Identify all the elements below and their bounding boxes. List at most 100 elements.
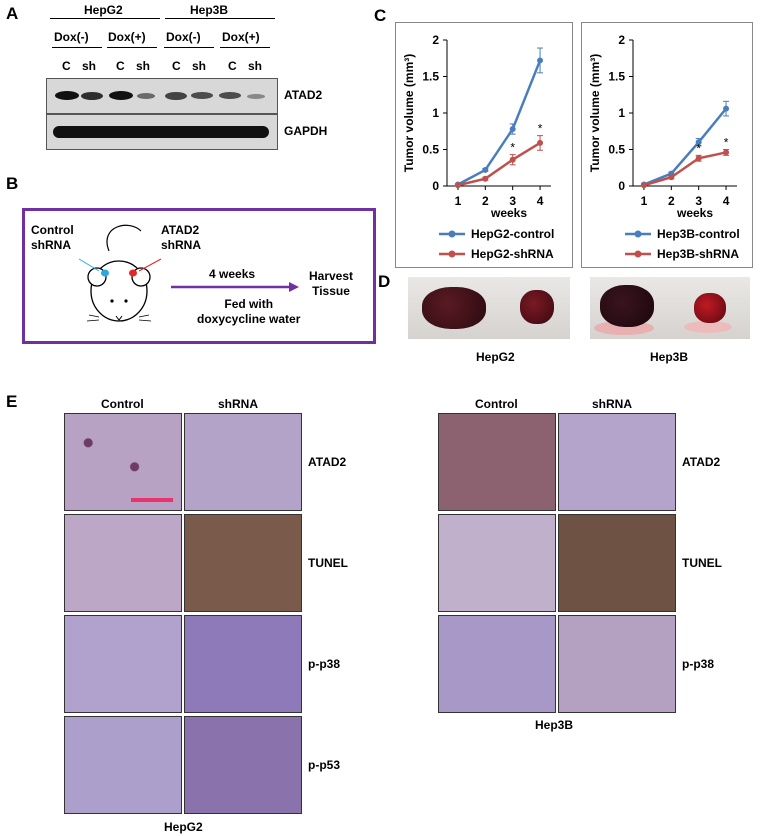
stain-label: p-p38 — [682, 657, 715, 671]
stain-label: ATAD2 — [308, 455, 347, 469]
stain-label: p-p38 — [308, 657, 341, 671]
ihc-image-hepg2-shrna-atad2 — [184, 413, 302, 511]
dox-label: Dox(-) — [54, 30, 89, 44]
stain-label: ATAD2 — [682, 455, 721, 469]
treatment-label: Fed with doxycycline water — [197, 297, 301, 326]
lane-label: C — [228, 59, 237, 73]
chart-frame-hep3b — [581, 22, 753, 268]
series-line — [643, 151, 727, 187]
tumor-volume-chart-hep3b: 0 0.5 1 1.5 2 1 2 3 4 weeks Tumor volume (mm³) * * He… — [588, 33, 740, 261]
y-axis-label: Tumor volume (mm³) — [402, 54, 416, 172]
lane-label: C — [172, 59, 181, 73]
y-tick-label: 1 — [432, 106, 439, 120]
x-tick-label: 1 — [641, 194, 648, 208]
stain-label: TUNEL — [308, 556, 348, 570]
lane-label: sh — [136, 59, 151, 73]
x-tick-label: 1 — [455, 194, 462, 208]
outcome-label: Harvest Tissue — [309, 269, 354, 298]
x-tick-label: 3 — [509, 194, 516, 208]
tumor-photo-hepg2 — [408, 277, 570, 339]
stain-label: TUNEL — [682, 556, 722, 570]
ihc-image-hepg2-shrna-pp38 — [184, 615, 302, 713]
tumor-photo-caption: HepG2 — [476, 350, 515, 364]
y-tick-label: 0 — [432, 179, 439, 193]
legend-marker — [448, 250, 456, 258]
control-shrna-label: Control shRNA — [31, 223, 74, 252]
western-blot-gapdh — [46, 114, 278, 150]
series-line — [457, 59, 542, 186]
significance-marker: * — [696, 141, 701, 155]
panel-b-letter: B — [6, 174, 19, 193]
significance-marker: * — [538, 122, 543, 136]
dox-label: Dox(-) — [166, 30, 201, 44]
column-header: shRNA — [592, 397, 633, 411]
divider — [164, 47, 214, 48]
dox-label: Dox(+) — [222, 30, 260, 44]
data-point — [482, 175, 489, 182]
divider — [52, 47, 102, 48]
x-axis-label: weeks — [490, 206, 527, 220]
divider — [50, 18, 160, 19]
tumor-photo-hep3b — [590, 277, 750, 339]
ihc-image-hep3b-shrna-pp38 — [558, 615, 676, 713]
data-point — [454, 182, 461, 189]
ihc-image-hepg2-shrna-pp53 — [184, 716, 302, 814]
ihc-image-hepg2-control-pp38 — [64, 615, 182, 713]
scale-bar — [131, 498, 173, 502]
ihc-image-hepg2-control-tunel — [64, 514, 182, 612]
panel-e-caption: Hep3B — [535, 718, 574, 732]
y-tick-label: 1.5 — [422, 70, 439, 84]
y-tick-label: 0.5 — [608, 143, 625, 157]
significance-marker: * — [724, 136, 729, 150]
legend-label: HepG2-control — [471, 227, 554, 241]
divider — [165, 18, 275, 19]
column-header: shRNA — [218, 397, 259, 411]
data-point — [537, 139, 544, 146]
x-tick-label: 2 — [482, 194, 489, 208]
arrow-icon — [171, 282, 299, 292]
column-header: Control — [475, 397, 518, 411]
cell-line-label: HepG2 — [84, 3, 123, 17]
x-tick-label: 2 — [668, 194, 675, 208]
ihc-image-hep3b-control-tunel — [438, 514, 556, 612]
ihc-image-hepg2-control-atad2 — [64, 413, 182, 511]
data-point — [723, 149, 730, 156]
dox-label: Dox(+) — [108, 30, 146, 44]
data-point — [482, 166, 489, 173]
significance-marker: * — [510, 141, 515, 155]
data-point — [695, 139, 702, 146]
column-header: Control — [101, 397, 144, 411]
data-point — [509, 156, 516, 163]
data-point — [537, 57, 544, 64]
y-tick-label: 1 — [618, 106, 625, 120]
legend-marker — [634, 230, 642, 238]
tumor-volume-chart-hepg2: 0 0.5 1 1.5 2 1 2 3 4 weeks Tumor volume (mm³) * * He… — [402, 33, 554, 261]
x-tick-label: 4 — [537, 194, 544, 208]
ihc-image-hepg2-control-pp53 — [64, 716, 182, 814]
lane-label: sh — [248, 59, 263, 73]
legend-marker — [448, 230, 456, 238]
lane-label: sh — [82, 59, 97, 73]
chart-frame-hepg2 — [395, 22, 573, 268]
ihc-image-hepg2-shrna-tunel — [184, 514, 302, 612]
lane-label: sh — [192, 59, 207, 73]
duration-label: 4 weeks — [209, 267, 256, 281]
legend-label: Hep3B-shRNA — [657, 247, 739, 261]
data-point — [640, 182, 647, 189]
y-tick-label: 0.5 — [422, 143, 439, 157]
panel-a-letter: A — [6, 4, 19, 23]
panel-d-letter: D — [378, 272, 391, 291]
data-point — [509, 126, 516, 133]
tumor-photo-caption: Hep3B — [650, 350, 689, 364]
x-tick-label: 3 — [695, 194, 702, 208]
legend-label: Hep3B-control — [657, 227, 740, 241]
ihc-image-hep3b-shrna-atad2 — [558, 413, 676, 511]
series-line — [643, 107, 728, 186]
y-tick-label: 0 — [618, 179, 625, 193]
y-tick-label: 1.5 — [608, 70, 625, 84]
panel-c-letter: C — [374, 6, 387, 25]
lane-label: C — [116, 59, 125, 73]
panel-e-caption: HepG2 — [164, 820, 203, 834]
blot-protein-label: GAPDH — [284, 124, 328, 138]
panel-e-letter: E — [6, 392, 18, 411]
